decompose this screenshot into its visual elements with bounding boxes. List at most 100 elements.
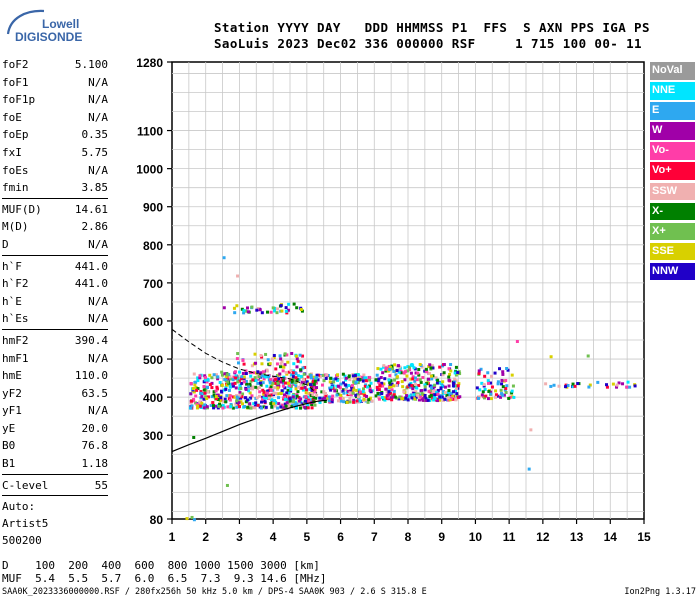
trace-point (273, 404, 277, 408)
trace-point (512, 395, 516, 399)
trace-point (347, 374, 351, 378)
trace-point (196, 376, 200, 380)
trace-point (274, 378, 278, 382)
trace-point (426, 377, 430, 381)
trace-point (304, 391, 308, 395)
trace-point (364, 376, 368, 380)
trace-point (323, 391, 327, 395)
trace-point (392, 369, 396, 373)
trace-point (278, 380, 282, 384)
trace-point (390, 398, 394, 402)
param-row: foF1 N/A (2, 74, 108, 92)
legend-item: Vo- (650, 142, 695, 160)
trace-point (312, 378, 316, 382)
trace-point (257, 394, 261, 398)
trace-point (452, 381, 456, 385)
trace-point (259, 406, 263, 410)
trace-point (262, 390, 266, 394)
trace-point (426, 398, 430, 402)
param-value: N/A (88, 163, 108, 177)
trace-point (283, 386, 287, 390)
trace-point (375, 385, 379, 389)
param-row: h`Es N/A (2, 310, 108, 328)
trace-point (236, 377, 240, 381)
trace-point (504, 379, 508, 383)
legend-item: X- (650, 202, 695, 221)
param-value: N/A (88, 93, 108, 107)
trace-point (633, 384, 637, 388)
trace-point (253, 403, 257, 407)
trace-point (398, 395, 402, 399)
param-row: B1 1.18 (2, 455, 108, 473)
trace-point (392, 393, 396, 397)
trace-point (312, 382, 316, 386)
trace-point (250, 394, 254, 398)
trace-point (344, 378, 348, 382)
trace-point (192, 435, 196, 439)
trace-point (358, 390, 362, 394)
trace-point (221, 404, 225, 408)
trace-point (274, 391, 278, 395)
trace-point (443, 385, 447, 389)
x-tick-label: 4 (270, 530, 277, 544)
trace-point (352, 377, 356, 381)
trace-point (227, 373, 231, 377)
trace-point (202, 385, 206, 389)
trace-point (355, 388, 359, 392)
trace-point (299, 374, 303, 378)
trace-point (255, 396, 259, 400)
trace-point (362, 397, 366, 401)
trace-point (262, 396, 266, 400)
trace-point (251, 387, 255, 391)
param-row: hmE 110.0 (2, 367, 108, 385)
trace-point (419, 380, 423, 384)
trace-point (278, 354, 282, 358)
trace-point (408, 385, 412, 389)
trace-point (286, 308, 290, 312)
param-label: MUF(D) (2, 202, 42, 216)
trace-point (361, 390, 365, 394)
trace-point (259, 371, 263, 375)
trace-point (436, 378, 440, 382)
trace-point (396, 364, 400, 368)
trace-point (234, 386, 238, 390)
trace-point (242, 311, 246, 315)
trace-point (203, 403, 207, 407)
trace-point (434, 376, 438, 380)
trace-point (296, 374, 300, 378)
trace-point (282, 365, 286, 369)
trace-point (203, 374, 207, 378)
trace-point (300, 309, 304, 313)
trace-point (500, 382, 504, 386)
y-tick-label: 700 (143, 277, 163, 291)
trace-point (271, 306, 275, 310)
trace-point (285, 311, 289, 315)
trace-point (314, 396, 318, 400)
trace-point (397, 368, 401, 372)
trace-point (295, 306, 299, 310)
trace-point (453, 371, 457, 375)
trace-point (343, 374, 347, 378)
trace-point (198, 404, 202, 408)
trace-point (249, 374, 253, 378)
legend-item: E (650, 102, 695, 120)
trace-point (214, 395, 218, 399)
trace-point (357, 375, 361, 379)
trace-point (278, 372, 282, 376)
trace-point (240, 402, 244, 406)
trace-point (552, 383, 556, 387)
trace-point (291, 403, 295, 407)
trace-point (225, 383, 229, 387)
trace-point (294, 406, 298, 410)
trace-point (244, 396, 248, 400)
trace-point (192, 399, 196, 403)
trace-point (486, 371, 490, 375)
trace-point (245, 382, 249, 386)
trace-point (308, 383, 312, 387)
trace-point (330, 381, 334, 385)
param-row: B0 76.8 (2, 437, 108, 455)
trace-point (215, 385, 219, 389)
param-value: 63.5 (81, 386, 109, 400)
header-line2: SaoLuis 2023 Dec02 336 000000 RSF 1 715 … (214, 36, 642, 51)
